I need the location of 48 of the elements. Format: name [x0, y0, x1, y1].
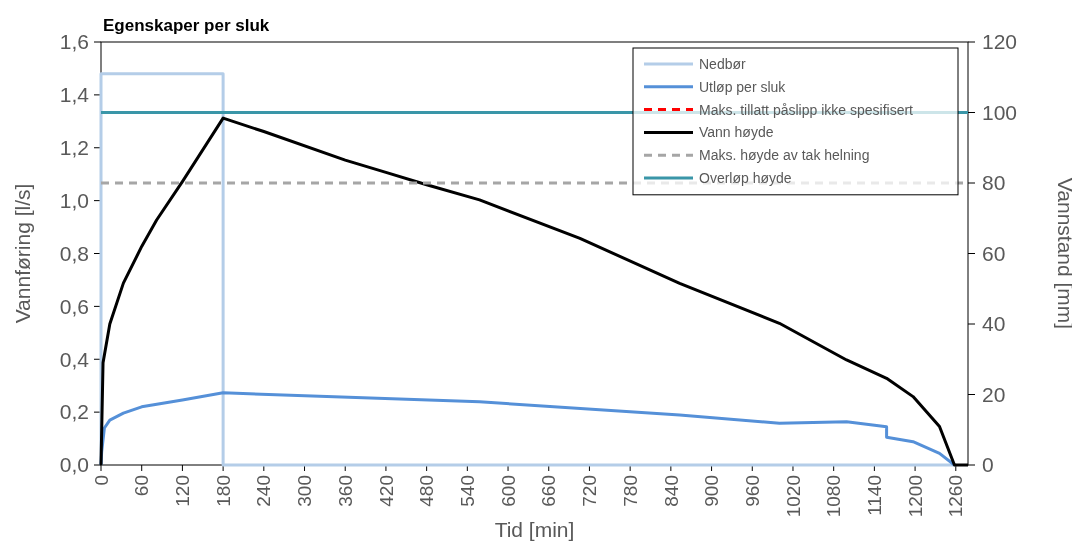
x-tick-label: 780: [619, 475, 641, 507]
y-tick-label: 1,2: [59, 136, 89, 160]
y-tick-label: 1,0: [59, 188, 89, 212]
x-tick-label: 480: [416, 475, 438, 507]
y-tick-label: 0,8: [59, 241, 89, 265]
x-tick-label: 960: [741, 475, 763, 507]
y-tick-label: 0,6: [59, 294, 89, 318]
x-tick-label: 0: [90, 475, 112, 486]
x-tick-label: 900: [701, 475, 723, 507]
x-tick-label: 300: [294, 475, 316, 507]
y-tick-label: 0,0: [59, 453, 89, 477]
legend-label: Maks. tillatt påslipp ikke spesifisert: [699, 101, 914, 118]
y2-tick-label: 40: [982, 312, 1006, 336]
y2-tick-label: 20: [982, 382, 1006, 406]
x-tick-label: 60: [131, 475, 153, 497]
legend-label: Nedbør: [699, 55, 747, 72]
legend-label: Vann høyde: [699, 124, 774, 141]
y-tick-label: 0,4: [59, 347, 90, 371]
x-tick-label: 600: [497, 475, 519, 507]
x-tick-label: 240: [253, 475, 275, 507]
x-tick-label: 420: [375, 475, 397, 507]
x-tick-label: 540: [456, 475, 478, 507]
x-tick-label: 180: [212, 475, 234, 507]
legend-label: Maks. høyde av tak helning: [699, 147, 870, 164]
y2-tick-label: 0: [982, 453, 994, 477]
x-tick-label: 1020: [782, 475, 804, 518]
x-tick-label: 1200: [904, 475, 926, 518]
x-tick-label: 660: [538, 475, 560, 507]
x-tick-label: 1140: [864, 475, 886, 516]
y-tick-label: 1,6: [59, 30, 89, 54]
y2-tick-label: 120: [982, 30, 1018, 54]
y-tick-label: 0,2: [59, 400, 89, 424]
x-tick-label: 720: [579, 475, 601, 507]
y2-tick-label: 100: [982, 100, 1018, 124]
y2-tick-label: 80: [982, 171, 1006, 195]
x-tick-label: 1080: [823, 475, 845, 518]
y-axis-title: Vannføring [l/s]: [11, 183, 34, 324]
y2-tick-label: 60: [982, 241, 1006, 265]
x-axis-title: Tid [min]: [494, 518, 575, 541]
legend-label: Utløp per sluk: [699, 78, 787, 95]
x-tick-label: 120: [172, 475, 194, 507]
x-tick-label: 840: [660, 475, 682, 507]
x-tick-label: 360: [334, 475, 356, 507]
line-series: [99, 391, 956, 467]
x-tick-label: 1260: [945, 475, 967, 518]
chart-title: Egenskaper per sluk: [103, 16, 270, 35]
legend-label: Overløp høyde: [699, 169, 792, 186]
y-tick-label: 1,4: [59, 83, 90, 107]
